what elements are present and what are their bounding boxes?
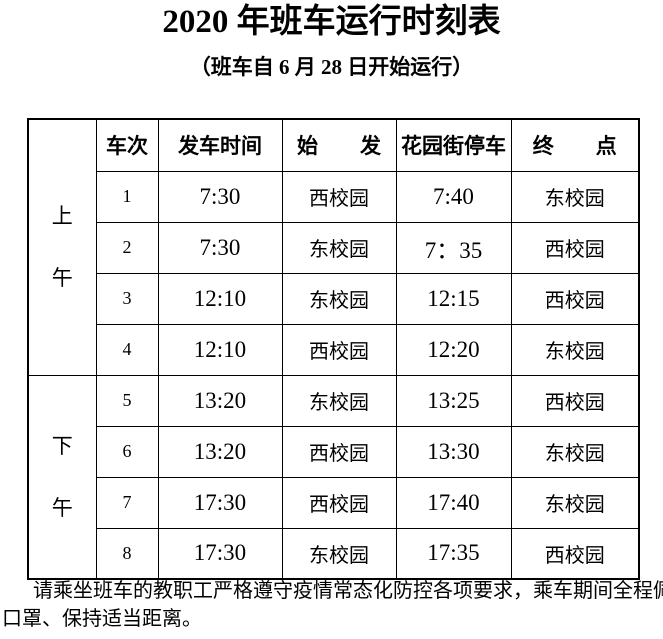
- origin-cell: 西校园: [281, 476, 397, 529]
- huayuan-stop-cell: 12:20: [395, 323, 512, 376]
- depart-time-cell: 17:30: [157, 527, 283, 580]
- depart-time-cell: 12:10: [157, 323, 283, 376]
- bus-no-cell: 5: [95, 374, 159, 427]
- bus-no-cell: 2: [95, 221, 159, 274]
- huayuan-stop-cell: 17:35: [395, 527, 512, 580]
- page-subtitle: （班车自 6 月 28 日开始运行）: [189, 55, 474, 79]
- huayuan-stop-cell: 13:30: [395, 425, 512, 478]
- depart-time-cell: 13:20: [157, 374, 283, 427]
- table-row: 6 13:20 西校园 13:30 东校园: [28, 425, 640, 478]
- origin-cell: 西校园: [281, 323, 397, 376]
- header-origin: 始 发: [281, 118, 397, 172]
- destination-cell: 东校园: [510, 476, 640, 529]
- header-depart-time: 发车时间: [157, 118, 283, 172]
- huayuan-stop-cell: 12:15: [395, 272, 512, 325]
- row-group-label: 上午: [51, 204, 73, 291]
- origin-cell: 西校园: [281, 425, 397, 478]
- destination-cell: 东校园: [510, 170, 640, 223]
- depart-time-cell: 17:30: [157, 476, 283, 529]
- destination-cell: 东校园: [510, 425, 640, 478]
- table-row: 2 7:30 东校园 7：35 西校园: [28, 221, 640, 274]
- bus-no-cell: 7: [95, 476, 159, 529]
- footer-note: 请乘坐班车的教职工严格遵守疫情常态化防控各项要求，乘车期间全程佩戴 口罩、保持适…: [0, 577, 663, 633]
- origin-cell: 西校园: [281, 170, 397, 223]
- destination-cell: 东校园: [510, 323, 640, 376]
- destination-cell: 西校园: [510, 221, 640, 274]
- huayuan-stop-cell: 13:25: [395, 374, 512, 427]
- destination-cell: 西校园: [510, 527, 640, 580]
- origin-cell: 东校园: [281, 374, 397, 427]
- bus-schedule-table: 上午 车次 发车时间 始 发 花园街停车 终 点 1 7:30 西校园 7:40…: [27, 118, 640, 580]
- destination-cell: 西校园: [510, 374, 640, 427]
- row-group-morning: 上午: [27, 118, 97, 376]
- bus-no-cell: 8: [95, 527, 159, 580]
- table-row: 7 17:30 西校园 17:40 东校园: [28, 476, 640, 529]
- bus-no-cell: 1: [95, 170, 159, 223]
- table-row: 4 12:10 西校园 12:20 东校园: [28, 323, 640, 376]
- table-row: 8 17:30 东校园 17:35 西校园: [28, 527, 640, 580]
- header-huayuan-stop: 花园街停车: [395, 118, 512, 172]
- header-destination: 终 点: [510, 118, 640, 172]
- table-row: 1 7:30 西校园 7:40 东校园: [28, 170, 640, 223]
- table-header-row: 上午 车次 发车时间 始 发 花园街停车 终 点: [27, 118, 640, 376]
- header-bus-no: 车次: [95, 118, 159, 172]
- bus-no-cell: 4: [95, 323, 159, 376]
- page-title: 2020 年班车运行时刻表: [162, 4, 501, 40]
- huayuan-stop-cell: 7：35: [395, 221, 512, 274]
- depart-time-cell: 7:30: [157, 170, 283, 223]
- table-row: 3 12:10 东校园 12:15 西校园: [28, 272, 640, 325]
- table-row: 下午 5 13:20 东校园 13:25 西校园: [27, 374, 640, 580]
- depart-time-cell: 13:20: [157, 425, 283, 478]
- row-group-label: 下午: [51, 433, 73, 520]
- destination-cell: 西校园: [510, 272, 640, 325]
- origin-cell: 东校园: [281, 272, 397, 325]
- origin-cell: 东校园: [281, 527, 397, 580]
- huayuan-stop-cell: 7:40: [395, 170, 512, 223]
- bus-no-cell: 6: [95, 425, 159, 478]
- row-group-afternoon: 下午: [27, 374, 97, 580]
- huayuan-stop-cell: 17:40: [395, 476, 512, 529]
- footer-note-line2: 口罩、保持适当距离。: [2, 608, 202, 630]
- depart-time-cell: 7:30: [157, 221, 283, 274]
- bus-no-cell: 3: [95, 272, 159, 325]
- footer-note-line1: 请乘坐班车的教职工严格遵守疫情常态化防控各项要求，乘车期间全程佩戴: [33, 580, 663, 602]
- origin-cell: 东校园: [281, 221, 397, 274]
- depart-time-cell: 12:10: [157, 272, 283, 325]
